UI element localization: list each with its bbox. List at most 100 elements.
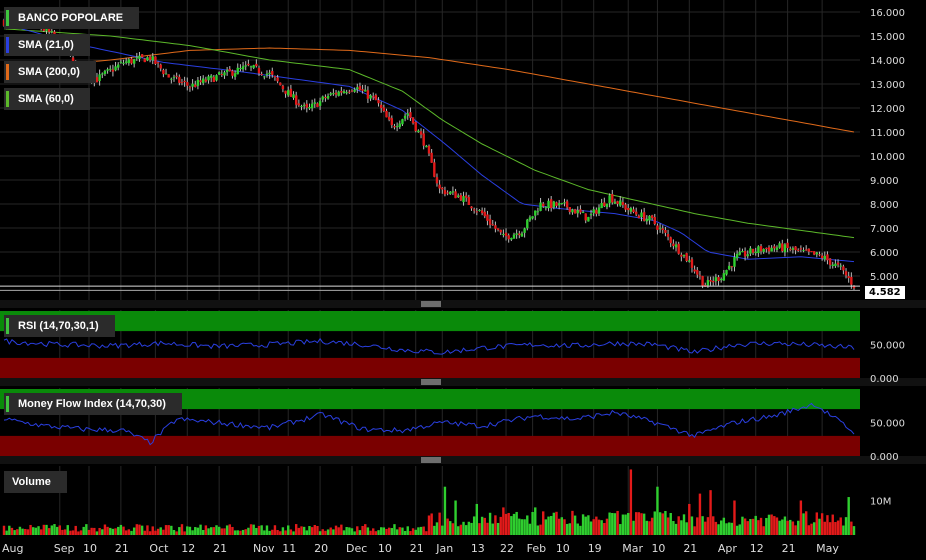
candle-body xyxy=(717,277,720,281)
mfi-overbought-band xyxy=(0,389,860,410)
candle-body xyxy=(587,216,590,222)
x-tick-label: Sep xyxy=(54,542,75,555)
volume-bar xyxy=(393,524,396,535)
volume-bar xyxy=(356,526,359,535)
candle-body xyxy=(390,118,394,126)
volume-bar xyxy=(154,530,157,535)
volume-bar xyxy=(21,528,24,535)
volume-bar xyxy=(236,530,239,535)
volume-bar xyxy=(605,518,609,535)
candle-body xyxy=(741,251,744,253)
volume-bar xyxy=(276,530,279,535)
volume-bar xyxy=(512,513,516,535)
x-tick-label: 22 xyxy=(500,542,514,555)
candle-body xyxy=(738,251,741,255)
sma21-legend: SMA (21,0) xyxy=(4,34,90,56)
volume-bar xyxy=(180,524,184,535)
volume-bar xyxy=(47,528,51,535)
candle-body xyxy=(449,191,452,195)
price-tick-label: 5.000 xyxy=(870,272,899,283)
volume-bar xyxy=(457,526,460,535)
volume-bar xyxy=(132,527,136,535)
candle-body xyxy=(613,201,617,204)
candle-body xyxy=(847,276,850,279)
candle-body xyxy=(690,259,694,268)
volume-bar xyxy=(257,525,261,535)
candle-body xyxy=(706,280,710,286)
volume-bar xyxy=(603,523,606,535)
candle-body xyxy=(518,233,521,236)
candle-body xyxy=(850,276,853,285)
volume-bar xyxy=(730,522,734,535)
volume-bar xyxy=(518,518,521,535)
volume-bar xyxy=(170,525,173,535)
volume-bar xyxy=(385,528,388,535)
volume-bar xyxy=(459,524,463,535)
volume-bar xyxy=(199,524,202,535)
volume-bar xyxy=(621,514,625,535)
volume-bar xyxy=(42,524,46,535)
volume-bar xyxy=(5,530,8,535)
volume-bar xyxy=(202,530,205,535)
candle-body xyxy=(815,252,819,255)
candle-body xyxy=(834,263,837,267)
candle-body xyxy=(802,250,805,252)
volume-bar xyxy=(595,516,598,535)
volume-bar xyxy=(781,519,784,535)
candle-body xyxy=(653,217,656,225)
volume-bar xyxy=(403,530,407,535)
candle-body xyxy=(828,258,832,265)
candle-body xyxy=(199,80,202,83)
volume-bar xyxy=(507,512,510,535)
candle-body xyxy=(560,202,564,204)
volume-bar xyxy=(279,531,282,535)
x-tick-label: 11 xyxy=(282,542,296,555)
volume-bar xyxy=(441,525,444,535)
candle-body xyxy=(629,208,633,212)
volume-bar xyxy=(85,524,88,535)
candle-body xyxy=(289,88,293,97)
candle-body xyxy=(241,66,245,70)
candle-body xyxy=(712,280,715,283)
candle-body xyxy=(47,27,51,32)
candle-body xyxy=(419,131,423,135)
price-tick-label: 15.000 xyxy=(870,32,905,43)
volume-bar xyxy=(738,524,741,535)
volume-bar xyxy=(87,529,91,535)
volume-bar xyxy=(722,517,726,535)
volume-bar xyxy=(462,521,465,535)
volume-bar xyxy=(534,507,537,535)
candle-body xyxy=(252,65,255,68)
candle-body xyxy=(534,210,537,216)
volume-bar xyxy=(135,524,139,535)
volume-bar xyxy=(143,530,146,535)
candle-body xyxy=(106,69,109,71)
mfi-tick-label: 50.000 xyxy=(870,419,905,430)
volume-bar xyxy=(733,500,736,535)
volume-bar xyxy=(767,514,771,535)
price-tick-label: 16.000 xyxy=(870,8,905,19)
volume-bar xyxy=(265,525,269,535)
candle-body xyxy=(212,76,216,82)
candle-body xyxy=(462,196,465,203)
candle-body xyxy=(775,247,779,250)
volume-bar xyxy=(486,522,489,535)
candle-body xyxy=(682,254,686,257)
rsi-oversold-band xyxy=(0,357,860,378)
candle-body xyxy=(111,69,115,72)
candle-body xyxy=(135,57,139,59)
candle-body xyxy=(812,251,816,255)
candle-body xyxy=(759,246,763,252)
volume-bar xyxy=(138,524,141,535)
candle-body xyxy=(175,75,178,77)
volume-bar xyxy=(709,490,712,535)
volume-bar xyxy=(130,530,133,535)
candle-body xyxy=(395,126,399,128)
candle-body xyxy=(406,113,409,116)
volume-bar xyxy=(114,528,117,535)
volume-bar xyxy=(90,527,93,535)
x-tick-label: 21 xyxy=(782,542,796,555)
candle-body xyxy=(842,266,845,271)
candle-body xyxy=(674,244,678,248)
